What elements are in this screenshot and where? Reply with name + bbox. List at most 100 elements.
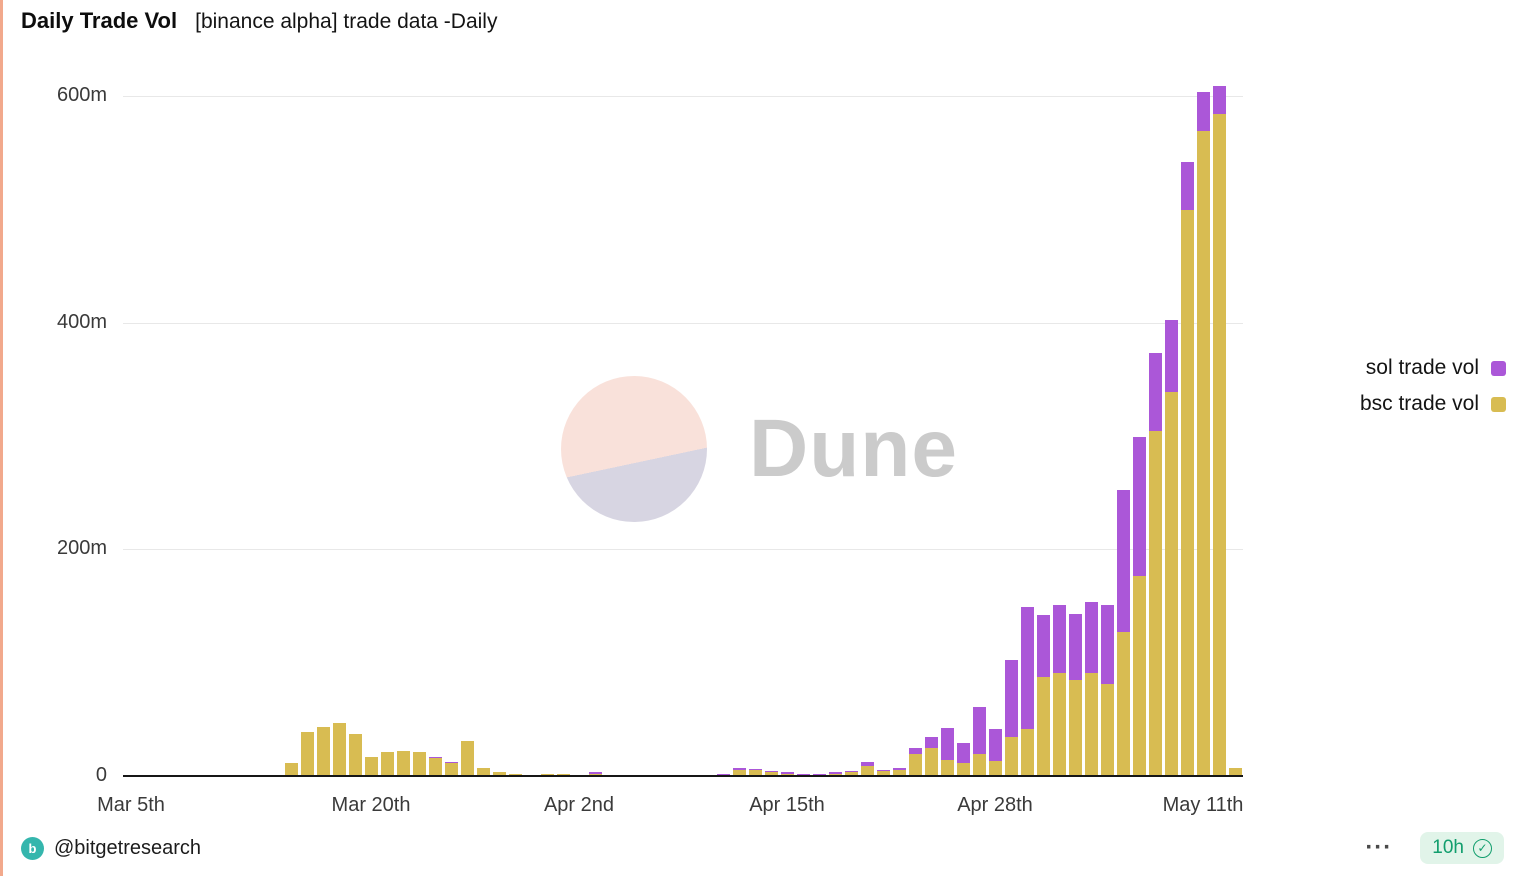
bar-segment-bsc[interactable] xyxy=(1068,679,1082,777)
bar-segment-bsc[interactable] xyxy=(940,760,954,777)
bar-segment-sol[interactable] xyxy=(1116,490,1130,632)
bar-segment-bsc[interactable] xyxy=(988,761,1002,777)
x-tick-label: Apr 15th xyxy=(749,794,825,816)
bar-segment-bsc[interactable] xyxy=(924,747,938,777)
chart-header: Daily Trade Vol [binance alpha] trade da… xyxy=(21,8,497,34)
bar-segment-bsc[interactable] xyxy=(1052,672,1066,777)
bar-segment-sol[interactable] xyxy=(1068,613,1082,680)
bar-segment-bsc[interactable] xyxy=(764,772,778,777)
bar-segment-bsc[interactable] xyxy=(1228,767,1242,777)
x-tick-label: Mar 5th xyxy=(97,794,165,816)
bar-segment-sol[interactable] xyxy=(1180,161,1194,211)
dune-watermark: Dune xyxy=(561,376,958,522)
y-tick-label: 600m xyxy=(56,84,107,106)
y-tick-label: 200m xyxy=(56,537,107,560)
bar-segment-sol[interactable] xyxy=(748,769,762,771)
bar-segment-bsc[interactable] xyxy=(1180,210,1194,777)
bar-segment-sol[interactable] xyxy=(924,737,938,748)
bar-segment-bsc[interactable] xyxy=(732,770,746,777)
bar-segment-sol[interactable] xyxy=(1196,92,1210,131)
bar-segment-bsc[interactable] xyxy=(1084,672,1098,777)
bar-segment-bsc[interactable] xyxy=(1116,631,1130,777)
bar-segment-bsc[interactable] xyxy=(460,740,474,777)
bar-segment-sol[interactable] xyxy=(1132,437,1146,577)
legend-item[interactable]: bsc trade vol xyxy=(1360,392,1506,416)
bar-segment-bsc[interactable] xyxy=(284,763,298,777)
bar-segment-sol[interactable] xyxy=(1020,607,1034,730)
bar-segment-bsc[interactable] xyxy=(300,731,314,777)
bar-segment-sol[interactable] xyxy=(716,773,730,775)
bar-segment-bsc[interactable] xyxy=(972,754,986,777)
bar-segment-sol[interactable] xyxy=(1004,660,1018,738)
bar-segment-bsc[interactable] xyxy=(860,765,874,777)
bar-segment-bsc[interactable] xyxy=(956,763,970,777)
legend-item[interactable]: sol trade vol xyxy=(1366,356,1506,380)
bar-segment-sol[interactable] xyxy=(956,743,970,764)
bar-segment-sol[interactable] xyxy=(844,771,858,773)
last-updated-badge[interactable]: 10h ✓ xyxy=(1420,832,1504,864)
bar-segment-sol[interactable] xyxy=(1084,602,1098,673)
bar-segment-bsc[interactable] xyxy=(476,767,490,777)
bar-segment-sol[interactable] xyxy=(428,756,442,758)
x-tick-label: Apr 2nd xyxy=(543,794,615,816)
bar-segment-bsc[interactable] xyxy=(892,770,906,777)
bar-segment-bsc[interactable] xyxy=(380,752,394,777)
bar-segment-sol[interactable] xyxy=(1148,353,1162,432)
bar-segment-bsc[interactable] xyxy=(1164,391,1178,777)
bar-segment-bsc[interactable] xyxy=(1036,677,1050,777)
bar-segment-bsc[interactable] xyxy=(1020,729,1034,777)
plot-area: Dune xyxy=(123,70,1243,777)
bar-segment-sol[interactable] xyxy=(1212,85,1226,114)
bar-segment-sol[interactable] xyxy=(732,767,746,771)
x-axis-line xyxy=(123,775,1243,777)
bar-segment-bsc[interactable] xyxy=(1132,576,1146,777)
bar-segment-bsc[interactable] xyxy=(1100,684,1114,777)
x-tick-label: Apr 28th xyxy=(957,794,1033,816)
bar-segment-sol[interactable] xyxy=(588,772,602,774)
bar-segment-sol[interactable] xyxy=(940,728,954,760)
chart-subtitle: [binance alpha] trade data -Daily xyxy=(195,10,498,33)
x-tick-label: Mar 20th xyxy=(331,794,411,816)
bar-segment-sol[interactable] xyxy=(764,771,778,773)
bar-segment-sol[interactable] xyxy=(828,772,842,774)
bar-segment-sol[interactable] xyxy=(892,767,906,771)
bar-segment-bsc[interactable] xyxy=(1212,114,1226,777)
bar-segment-sol[interactable] xyxy=(972,706,986,755)
legend-label: sol trade vol xyxy=(1365,356,1479,379)
bar-segment-bsc[interactable] xyxy=(364,756,378,777)
bar-segment-bsc[interactable] xyxy=(332,722,346,777)
bar-segment-bsc[interactable] xyxy=(908,754,922,777)
legend-swatch-icon xyxy=(1491,396,1506,412)
bar-segment-bsc[interactable] xyxy=(348,733,362,777)
bar-segment-bsc[interactable] xyxy=(428,757,442,777)
bar-segment-bsc[interactable] xyxy=(876,771,890,777)
bar-segment-bsc[interactable] xyxy=(844,772,858,777)
bar-segment-bsc[interactable] xyxy=(492,772,506,777)
bitget-logo-icon: b xyxy=(21,836,44,860)
bar-segment-bsc[interactable] xyxy=(1196,131,1210,777)
bar-segment-sol[interactable] xyxy=(908,747,922,755)
bar-segment-bsc[interactable] xyxy=(1004,737,1018,777)
bar-segment-bsc[interactable] xyxy=(1148,431,1162,777)
bar-segment-sol[interactable] xyxy=(1036,614,1050,678)
bar-segment-sol[interactable] xyxy=(860,762,874,766)
bar-segment-sol[interactable] xyxy=(1052,604,1066,673)
y-tick-label: 0 xyxy=(95,764,107,786)
bar-segment-sol[interactable] xyxy=(1100,604,1114,685)
bar-segment-sol[interactable] xyxy=(444,762,458,764)
bar-segment-bsc[interactable] xyxy=(396,750,410,777)
bar-segment-sol[interactable] xyxy=(780,772,794,774)
bar-segment-sol[interactable] xyxy=(812,773,826,775)
bar-segment-bsc[interactable] xyxy=(748,770,762,777)
bar-segment-sol[interactable] xyxy=(988,729,1002,762)
bar-segment-bsc[interactable] xyxy=(316,727,330,777)
bar-segment-bsc[interactable] xyxy=(412,752,426,777)
legend-swatch-icon xyxy=(1491,360,1506,376)
bar-segment-sol[interactable] xyxy=(1164,320,1178,392)
chart-title: Daily Trade Vol xyxy=(21,8,178,33)
bar-segment-sol[interactable] xyxy=(876,770,890,772)
bar-segment-bsc[interactable] xyxy=(444,763,458,777)
bar-segment-sol[interactable] xyxy=(796,773,810,775)
more-options-icon[interactable]: ··· xyxy=(1365,834,1393,861)
